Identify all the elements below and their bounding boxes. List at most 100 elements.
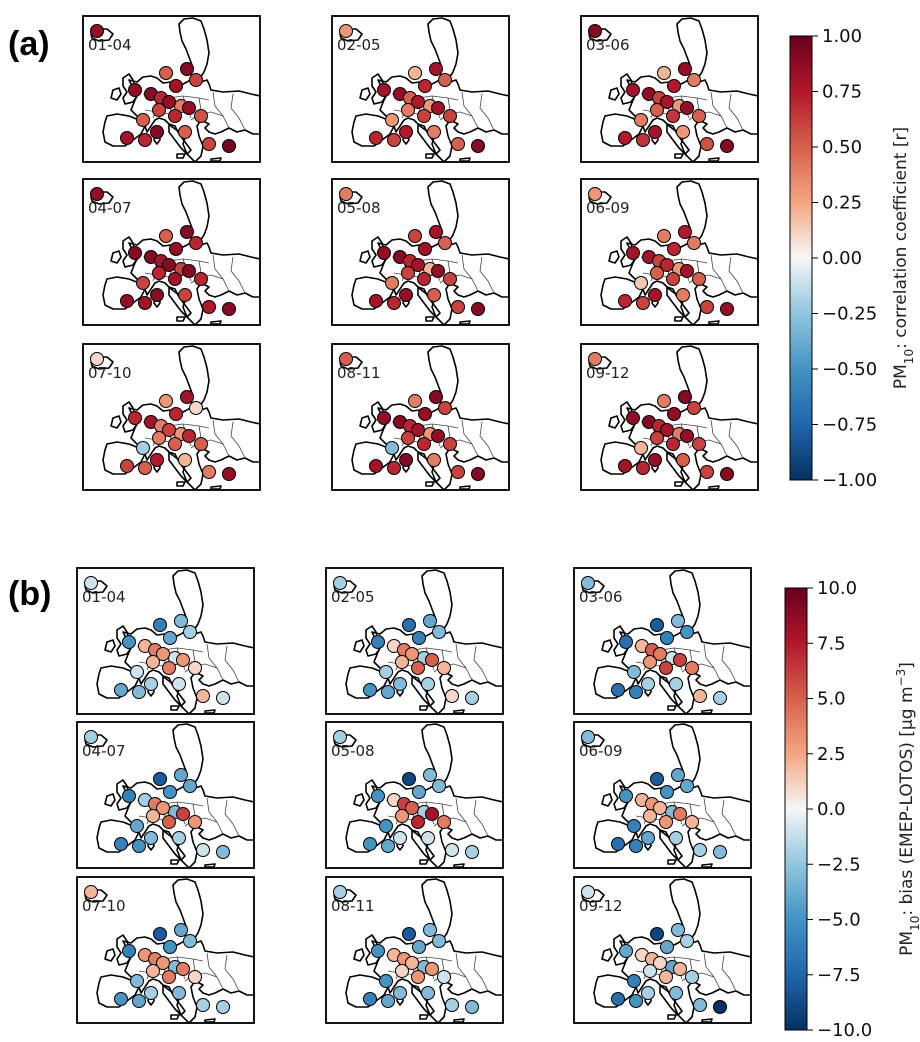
station-marker [408, 66, 422, 80]
period-label: 09-12 [586, 364, 630, 382]
station-marker [188, 970, 202, 984]
station-marker [84, 576, 98, 590]
coastline [172, 723, 204, 787]
coastline [459, 320, 471, 325]
station-marker [451, 300, 465, 314]
station-marker [418, 407, 432, 421]
station-marker [369, 294, 383, 308]
station-marker [222, 302, 236, 316]
station-marker [387, 461, 401, 475]
station-marker [650, 772, 664, 786]
station-marker [667, 79, 681, 93]
station-marker [418, 79, 432, 93]
station-marker [162, 661, 176, 675]
station-marker [648, 288, 662, 302]
coastline [608, 415, 620, 429]
station-marker [687, 236, 701, 250]
coastline [116, 625, 132, 657]
station-marker [588, 24, 602, 38]
coastline [168, 286, 192, 318]
station-marker [159, 394, 173, 408]
station-marker [169, 407, 183, 421]
station-marker [339, 24, 353, 38]
station-marker [194, 437, 208, 451]
station-marker [402, 927, 416, 941]
station-marker [387, 133, 401, 147]
station-marker [138, 461, 152, 475]
colorbar-tick-label: 0.75 [822, 82, 862, 103]
station-marker [659, 815, 673, 829]
station-marker [429, 390, 443, 404]
map-a-09-12: 09-12 [580, 343, 759, 491]
station-marker [680, 429, 694, 443]
coastline [417, 286, 441, 318]
station-marker [627, 665, 641, 679]
station-marker [169, 242, 183, 256]
station-marker [626, 411, 640, 425]
station-marker [168, 272, 182, 286]
colorbar-tick-label: −1.00 [822, 470, 877, 491]
station-marker [159, 229, 173, 243]
station-marker [657, 394, 671, 408]
country-border [728, 421, 744, 459]
station-marker [412, 631, 426, 645]
period-label: 06-09 [586, 199, 630, 217]
country-border [479, 256, 495, 294]
station-marker [152, 103, 166, 117]
country-border [473, 799, 489, 837]
country-border [703, 952, 721, 990]
station-marker [648, 453, 662, 467]
station-marker [401, 431, 415, 445]
station-marker [581, 885, 595, 899]
coastline [601, 639, 613, 653]
station-marker [417, 437, 431, 451]
station-marker [412, 785, 426, 799]
station-marker [425, 962, 439, 976]
station-marker [673, 807, 687, 821]
station-marker [423, 768, 437, 782]
period-label: 06-09 [579, 742, 623, 760]
station-marker [629, 839, 643, 853]
station-marker [402, 772, 416, 786]
station-marker [369, 131, 383, 145]
station-marker [120, 294, 134, 308]
colorbar-b: 10.0 7.5 5.0 2.5 0.0 −2.5 −5.0 −7.5 −10.0 PM10: … [784, 578, 920, 1041]
coastline [162, 675, 186, 707]
station-marker [162, 423, 176, 437]
coastline [425, 316, 435, 322]
station-marker [692, 272, 706, 286]
station-marker [393, 677, 407, 691]
station-marker [618, 131, 632, 145]
period-label: 04-07 [88, 199, 132, 217]
station-marker [451, 465, 465, 479]
station-marker [395, 655, 409, 669]
colorbar-a: 1.00 0.75 0.50 0.25 0.00 −0.25 −0.50 −0.75 −1.00… [789, 26, 916, 491]
station-marker [700, 465, 714, 479]
station-marker [156, 647, 170, 661]
station-marker [671, 923, 685, 937]
coastline [674, 481, 684, 487]
station-marker [634, 441, 648, 455]
station-marker [153, 927, 167, 941]
station-marker [178, 288, 192, 302]
station-marker [169, 79, 183, 93]
country-border [230, 421, 246, 459]
coastline [674, 153, 684, 159]
station-marker [90, 187, 104, 201]
coastline [377, 238, 509, 325]
coastline [666, 286, 690, 318]
coastline [359, 415, 371, 429]
station-marker [377, 83, 391, 97]
station-marker [178, 453, 192, 467]
station-marker [188, 661, 202, 675]
station-marker [465, 845, 479, 859]
coastline [427, 17, 459, 81]
coastline [669, 569, 701, 633]
station-marker [371, 789, 385, 803]
station-marker [363, 683, 377, 697]
coastline [210, 157, 222, 162]
coastline [110, 415, 122, 429]
coastline [178, 345, 210, 409]
station-marker [432, 934, 446, 948]
station-marker [399, 453, 413, 467]
